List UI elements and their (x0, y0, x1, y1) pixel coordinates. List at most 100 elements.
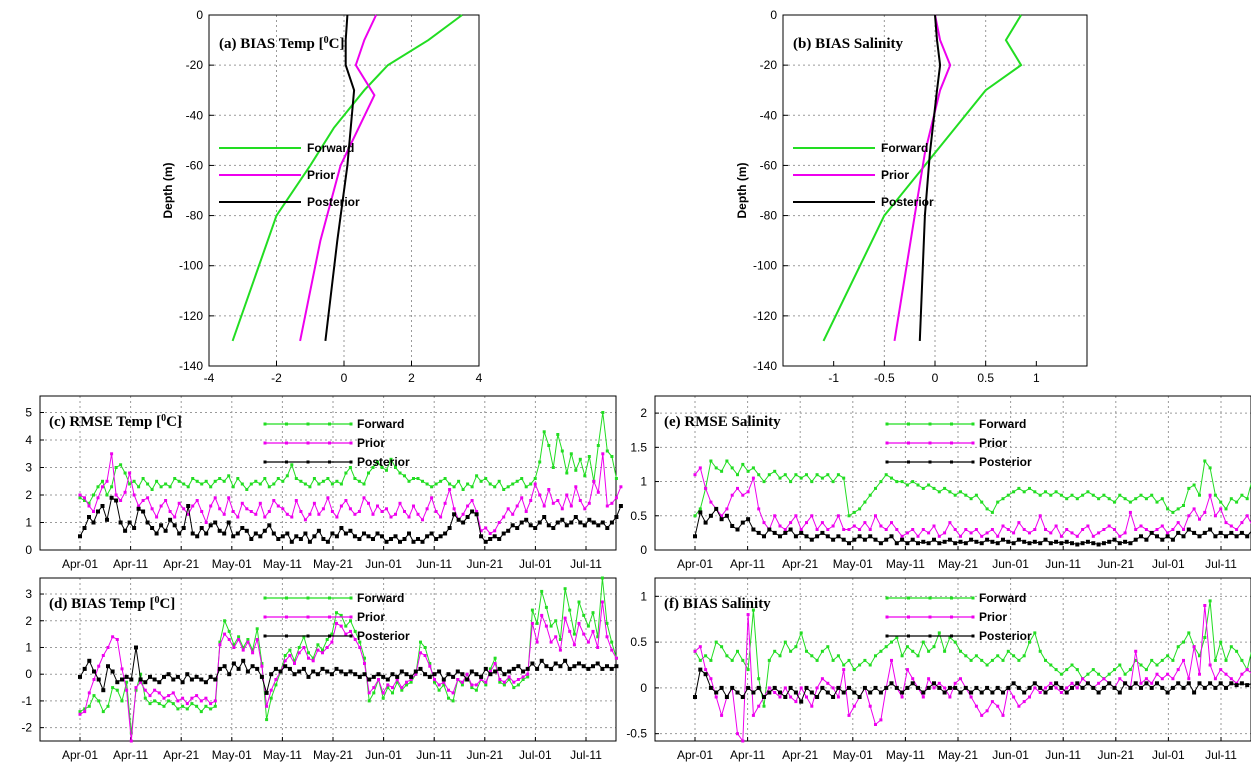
data-point (419, 640, 422, 644)
data-point (1186, 681, 1191, 686)
data-point (783, 640, 787, 644)
data-point (312, 534, 317, 539)
data-point (736, 732, 739, 736)
data-point (255, 666, 260, 671)
data-point (1006, 539, 1011, 544)
data-point (380, 510, 384, 513)
data-point (280, 534, 285, 539)
data-point (1176, 530, 1181, 535)
data-point (353, 672, 358, 677)
legend-marker (971, 441, 975, 445)
data-point (129, 739, 133, 743)
data-point (730, 524, 735, 528)
data-point (185, 672, 190, 677)
data-point (423, 672, 428, 677)
data-point (937, 681, 941, 685)
data-point (1150, 493, 1154, 497)
data-point (172, 523, 177, 528)
data-point (393, 534, 398, 539)
data-point (497, 479, 501, 483)
data-point (709, 500, 713, 504)
data-point (1049, 681, 1053, 685)
data-point (111, 635, 115, 639)
data-point (703, 672, 708, 677)
data-point (708, 513, 713, 518)
data-point (1192, 690, 1197, 695)
y-tick-label: -100 (753, 259, 777, 273)
data-point (1181, 534, 1186, 539)
data-point (1160, 497, 1164, 501)
data-point (1101, 541, 1106, 546)
data-point (316, 528, 321, 533)
x-tick-label: Jul-11 (1205, 748, 1237, 762)
data-point (783, 686, 787, 690)
data-point (577, 621, 581, 625)
data-point (384, 539, 389, 544)
data-point (884, 473, 888, 477)
legend-marker (885, 422, 889, 426)
data-point (1043, 690, 1048, 695)
data-point (1155, 672, 1159, 676)
data-point (466, 482, 470, 486)
x-tick-label: Apr-01 (677, 557, 713, 571)
legend-label: Prior (979, 436, 1007, 450)
legend-entry-prior: Prior (219, 168, 335, 182)
data-point (176, 707, 180, 711)
data-point (1229, 681, 1234, 686)
data-point (1086, 490, 1090, 494)
data-point (820, 649, 824, 653)
data-point (78, 493, 82, 497)
legend-entry-posterior: Posterior (885, 455, 1032, 469)
legend-label: Forward (357, 417, 404, 431)
data-point (583, 507, 587, 511)
data-point (1224, 685, 1228, 690)
y-tick-label: -80 (186, 209, 204, 223)
data-point (344, 624, 348, 628)
data-point (609, 666, 614, 671)
series-line-forward (822, 14, 1023, 342)
data-point (1123, 497, 1127, 501)
series-posterior (693, 506, 1251, 547)
plot-frame (654, 395, 1251, 551)
data-point (969, 658, 973, 662)
data-point (804, 534, 809, 539)
data-point (614, 515, 619, 519)
data-point (605, 635, 609, 639)
data-point (258, 482, 262, 486)
data-point (963, 685, 968, 690)
data-point (461, 488, 465, 491)
y-tick-label: 0 (25, 667, 32, 681)
legend-marker (907, 460, 910, 464)
data-point (714, 640, 718, 644)
data-point (301, 666, 306, 671)
data-point (484, 477, 488, 480)
legend-marker (928, 422, 932, 426)
data-point (1128, 500, 1132, 504)
x-tick-label: Jun-11 (1045, 557, 1081, 571)
x-tick-label: Jul-01 (519, 748, 552, 762)
data-point (1213, 514, 1217, 518)
x-tick-label: -0.5 (874, 371, 895, 385)
panel-title: (d) BIAS Temp [0C] (49, 595, 175, 613)
legend-marker (907, 441, 910, 445)
legend-marker (950, 634, 953, 638)
data-point (831, 658, 835, 662)
data-point (92, 678, 96, 681)
data-point (115, 680, 120, 685)
data-point (141, 499, 145, 502)
data-point (569, 520, 574, 525)
data-point (1198, 517, 1201, 521)
data-point (367, 471, 370, 475)
data-point (190, 696, 194, 700)
data-point (191, 477, 195, 480)
series-prior (693, 604, 1251, 743)
data-point (810, 654, 814, 658)
data-point (596, 523, 601, 528)
plot-frame (208, 14, 480, 367)
legend-marker (885, 460, 889, 464)
data-point (115, 688, 119, 692)
data-point (150, 526, 155, 530)
data-point (905, 483, 909, 487)
data-point (544, 605, 548, 609)
